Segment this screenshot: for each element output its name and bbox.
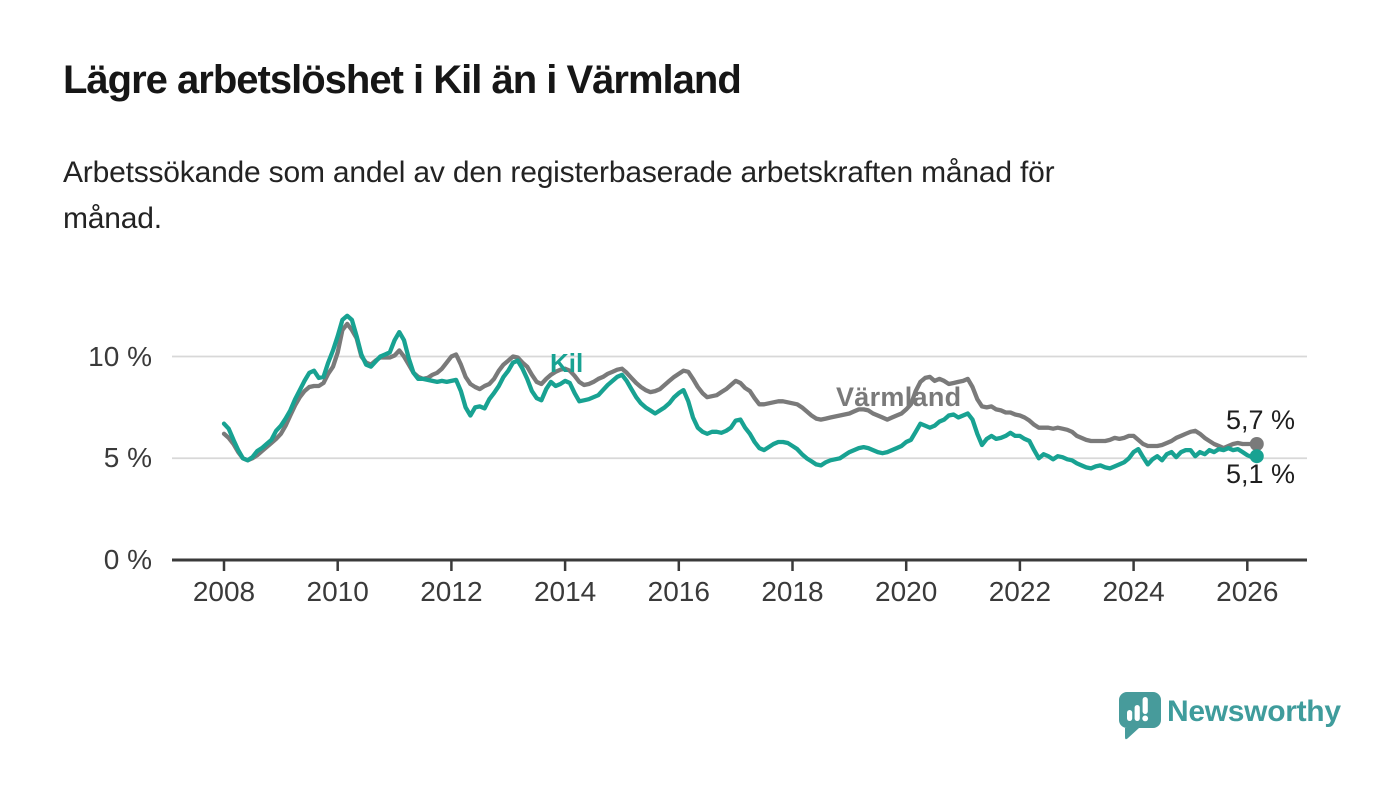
line-series-kil — [221, 313, 1259, 471]
x-tick-label: 2020 — [875, 576, 938, 607]
y-tick-label: 0 % — [103, 544, 152, 575]
end-value-label-kil: 5,1 % — [1226, 459, 1296, 489]
page-title: Lägre arbetslöshet i Kil än i Värmland — [63, 58, 742, 102]
y-tick-label: 10 % — [88, 340, 152, 372]
line-series-vrmland — [221, 321, 1259, 463]
x-tick-label: 2026 — [1216, 576, 1279, 607]
chart-subtitle-line2: månad. — [63, 202, 162, 235]
newsworthy-logo-text: Newsworthy — [1167, 695, 1341, 728]
x-tick-label: 2014 — [533, 576, 597, 607]
x-tick-label: 2016 — [647, 576, 710, 607]
x-tick-label: 2010 — [306, 576, 369, 607]
end-dot-kil — [1249, 449, 1264, 464]
end-value-label-varmland: 5,7 % — [1226, 405, 1296, 435]
series-label-varmland: Värmland — [836, 382, 962, 412]
y-tick-label: 5 % — [103, 442, 152, 474]
end-dot-vrmland — [1249, 437, 1264, 452]
x-tick-label: 2024 — [1102, 576, 1165, 607]
x-tick-label: 2018 — [761, 576, 824, 607]
x-tick-label: 2008 — [192, 576, 256, 607]
x-tick-label: 2012 — [420, 576, 483, 607]
series-label-kil: Kil — [550, 348, 584, 378]
newsworthy-branding: Newsworthy — [1116, 689, 1376, 749]
chart-subtitle-line1: Arbetssökande som andel av den registerb… — [63, 156, 1055, 189]
x-tick-label: 2022 — [988, 576, 1052, 607]
newsworthy-logo-icon — [1119, 692, 1161, 740]
